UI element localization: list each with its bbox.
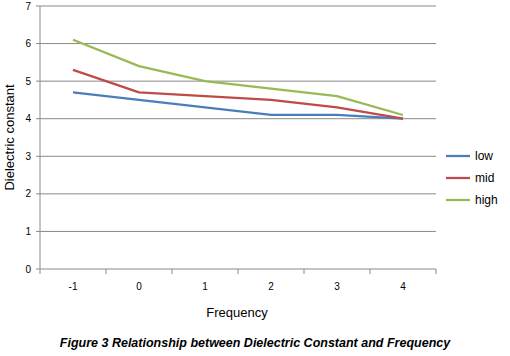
grid-line: [40, 118, 436, 119]
grid-line: [40, 43, 436, 44]
y-tick: [36, 81, 40, 82]
legend-swatch: [446, 155, 470, 157]
x-tick-label: 0: [136, 281, 142, 292]
y-tick: [36, 6, 40, 7]
y-tick: [36, 43, 40, 44]
series-line: [73, 70, 403, 119]
x-tick-label: 2: [268, 281, 274, 292]
y-axis-label: Dielectric constant: [2, 84, 17, 191]
x-tick: [436, 269, 437, 274]
y-tick-label: 5: [25, 76, 31, 87]
legend-label: mid: [475, 171, 494, 185]
y-tick-label: 2: [25, 188, 31, 199]
x-tick: [172, 269, 173, 274]
y-tick-label: 1: [25, 226, 31, 237]
y-tick: [36, 118, 40, 119]
legend-swatch: [446, 199, 470, 201]
y-tick-label: 0: [25, 264, 31, 275]
x-axis-label: Frequency: [206, 305, 268, 320]
y-tick: [36, 193, 40, 194]
x-tick: [238, 269, 239, 274]
grid-line: [40, 81, 436, 82]
grid-line: [40, 156, 436, 157]
y-tick: [36, 156, 40, 157]
grid-line: [40, 193, 436, 194]
y-tick: [36, 269, 40, 270]
series-line: [73, 92, 403, 118]
chart-svg: 0 1 2 3 4 5 6 7 -1 0 1 2 3 4 Frequency Dielectric const…: [0, 0, 510, 356]
series-line: [73, 40, 403, 115]
y-tick-label: 4: [25, 113, 31, 124]
y-tick-label: 3: [25, 151, 31, 162]
x-tick-label: 3: [334, 281, 340, 292]
legend-label: high: [475, 193, 498, 207]
y-tick-label: 6: [25, 38, 31, 49]
chart-container: 0 1 2 3 4 5 6 7 -1 0 1 2 3 4 Frequency Dielectric const…: [0, 0, 510, 356]
y-tick: [36, 231, 40, 232]
grid-line: [40, 231, 436, 232]
x-tick: [106, 269, 107, 274]
x-tick-label: 1: [202, 281, 208, 292]
x-tick: [370, 269, 371, 274]
x-tick-label: 4: [400, 281, 406, 292]
x-tick: [40, 269, 41, 274]
x-tick-label: -1: [69, 281, 78, 292]
chart-title: Figure 3 Relationship between Dielectric…: [60, 336, 451, 350]
plot-area: [73, 40, 403, 119]
legend-label: low: [475, 149, 493, 163]
x-tick: [304, 269, 305, 274]
y-tick-label: 7: [25, 1, 31, 12]
legend-swatch: [446, 177, 470, 179]
grid-line: [40, 6, 436, 7]
y-axis: [40, 6, 41, 269]
